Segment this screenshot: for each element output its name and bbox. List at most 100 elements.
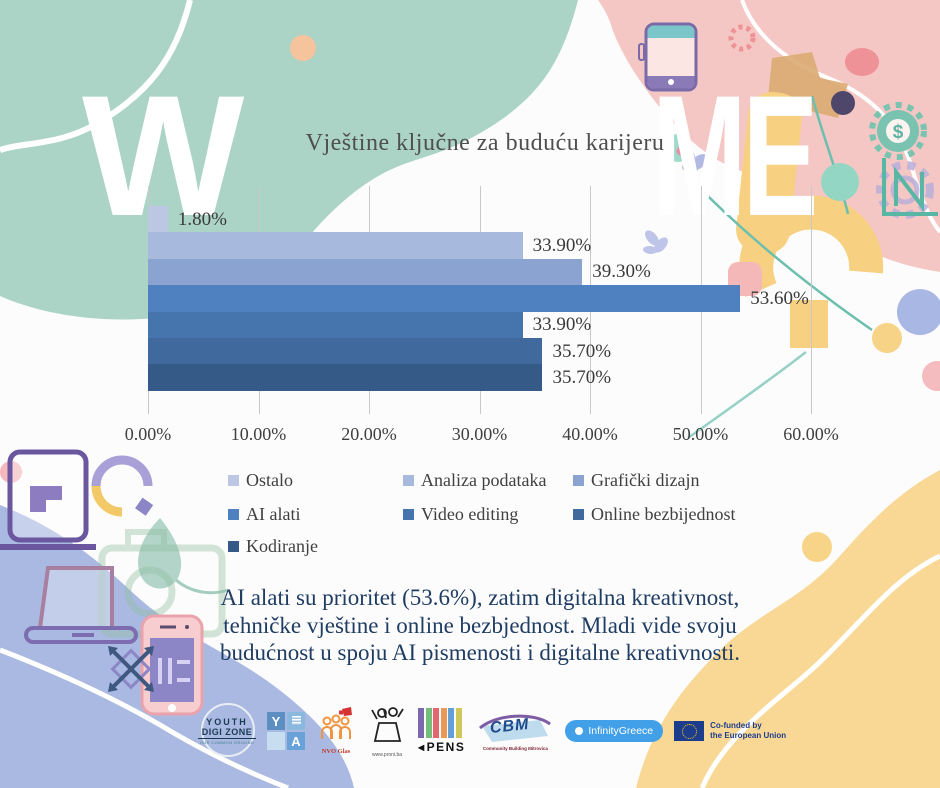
legend-label: Ostalo xyxy=(246,470,293,490)
x-tick-label: 30.00% xyxy=(451,424,508,444)
peach-dot xyxy=(290,35,316,61)
laptop-touchpad xyxy=(72,633,94,637)
legend-label: Online bezbijednost xyxy=(591,504,736,524)
logo-cbm: CBM Community Building Mitrovica xyxy=(476,712,554,751)
pink-dot xyxy=(922,361,940,391)
ydz-line2: DIGI ZONE xyxy=(201,727,253,737)
eu-line1: Co-funded by xyxy=(710,721,762,731)
blue-dot xyxy=(897,289,940,335)
legend-label: Video editing xyxy=(421,504,519,524)
cbm-mark: CBM xyxy=(476,712,554,744)
logo-eu: Co-funded by the European Union xyxy=(674,721,786,741)
globe-icon xyxy=(201,703,255,757)
legend-swatch xyxy=(228,541,239,552)
bar-value-label: 35.70% xyxy=(552,366,612,388)
yda-y-square: Y xyxy=(267,712,285,730)
pens-stripes xyxy=(418,708,462,738)
ydz-line3: OUR COMMON GROUND xyxy=(198,738,256,745)
legend-label: AI alati xyxy=(246,504,301,524)
eu-stars-icon xyxy=(681,723,697,739)
pens-stripe xyxy=(433,708,439,738)
pens-stripe xyxy=(418,708,424,738)
teal-blob xyxy=(0,0,578,320)
caption-line: tehničke vještine i online bezbjednost. … xyxy=(223,612,737,638)
refresh-arrow-yellow xyxy=(91,485,123,517)
bar-value-label: 33.90% xyxy=(532,234,592,256)
people-megaphone-icon xyxy=(321,707,352,739)
teal-line xyxy=(689,177,873,332)
podium-people-icon xyxy=(371,706,404,742)
x-tick-label: 40.00% xyxy=(562,424,618,444)
yellow-dot xyxy=(872,323,902,353)
x-tick-label: 20.00% xyxy=(341,424,397,444)
caption-line: budućnost u spoju AI pismenosti i digita… xyxy=(219,640,740,665)
legend-item-online-bezbijednost: Online bezbijednost xyxy=(573,504,735,525)
bar-ostalo xyxy=(148,206,168,233)
watermark-me: ME xyxy=(652,60,818,252)
flower-icon xyxy=(680,145,708,174)
legend-swatch xyxy=(228,475,239,486)
pens-label: ◀ PENS xyxy=(418,740,465,754)
pens-stripe xyxy=(425,708,432,738)
eu-text: Co-funded by the European Union xyxy=(710,721,786,740)
legend-swatch xyxy=(403,509,414,520)
teal-line xyxy=(687,351,807,440)
yellow-blob xyxy=(636,470,940,788)
legend-item-analiza-podataka: Analiza podataka xyxy=(403,470,546,491)
yda-doc-square xyxy=(287,712,305,730)
white-wave-line xyxy=(0,0,193,153)
pens-stripe xyxy=(440,708,447,738)
x-tick-label: 10.00% xyxy=(230,424,287,444)
legend-item-video-editing: Video editing xyxy=(403,504,518,525)
laptop-base-icon xyxy=(24,626,138,644)
white-wave-line xyxy=(699,553,940,788)
yda-empty-square xyxy=(267,732,285,750)
legend-swatch xyxy=(228,509,239,520)
bar-value-label: 39.30% xyxy=(592,261,651,283)
yellow-gear-tooth xyxy=(790,300,828,348)
x-tick-label: 50.00% xyxy=(672,424,729,444)
legend-label: Kodiranje xyxy=(246,536,318,556)
bar-analiza-podataka xyxy=(148,232,523,259)
dollar-gear-center xyxy=(886,119,910,143)
proni-label: www.proni.ba xyxy=(371,751,402,758)
bar-grafi-ki-dizajn xyxy=(148,258,583,286)
logo-yda: Y A xyxy=(267,712,305,750)
dollar-gear-icon xyxy=(869,102,927,160)
tool-glyph xyxy=(30,486,62,512)
yellow-dot xyxy=(802,532,832,562)
yellow-gear xyxy=(739,195,884,297)
cbm-swoosh-icon xyxy=(479,714,552,742)
logo-nvo-glas: NVO Glas xyxy=(316,707,356,755)
smartphone-icon xyxy=(638,22,698,92)
logo-proni: www.proni.ba xyxy=(367,705,407,758)
phone-icon xyxy=(140,614,204,716)
dollar-glyph: $ xyxy=(893,122,904,143)
bar-value-label: 33.90% xyxy=(532,314,592,336)
chart-axis-icon xyxy=(882,158,938,216)
legend-swatch xyxy=(573,509,584,520)
purple-gear-center xyxy=(890,175,920,205)
refresh-arrow-icon xyxy=(91,455,153,487)
cbm-subtitle: Community Building Mitrovica xyxy=(482,745,548,751)
bar-video-editing xyxy=(148,311,523,338)
ydz-line1: YOUTH xyxy=(206,717,248,727)
droplet-icon xyxy=(138,518,182,589)
partner-logos: YOUTH DIGI ZONE OUR COMMON GROUND Y A xyxy=(198,698,786,764)
pens-text: PENS xyxy=(426,740,466,754)
cbm-text: CBM xyxy=(489,715,531,737)
legend-label: Analiza podataka xyxy=(421,470,547,490)
pink-balloon xyxy=(845,48,879,76)
legend-swatch xyxy=(403,475,414,486)
nvo-glas-label: NVO Glas xyxy=(321,748,351,755)
purple-gear-icon xyxy=(876,161,934,219)
logo-pens: ◀ PENS xyxy=(418,708,465,754)
bar-value-label: 35.70% xyxy=(552,340,612,362)
pens-stripe xyxy=(455,708,462,738)
gridline xyxy=(811,186,812,414)
x-tick-label: 60.00% xyxy=(783,424,839,444)
yda-a-square: A xyxy=(287,732,305,750)
